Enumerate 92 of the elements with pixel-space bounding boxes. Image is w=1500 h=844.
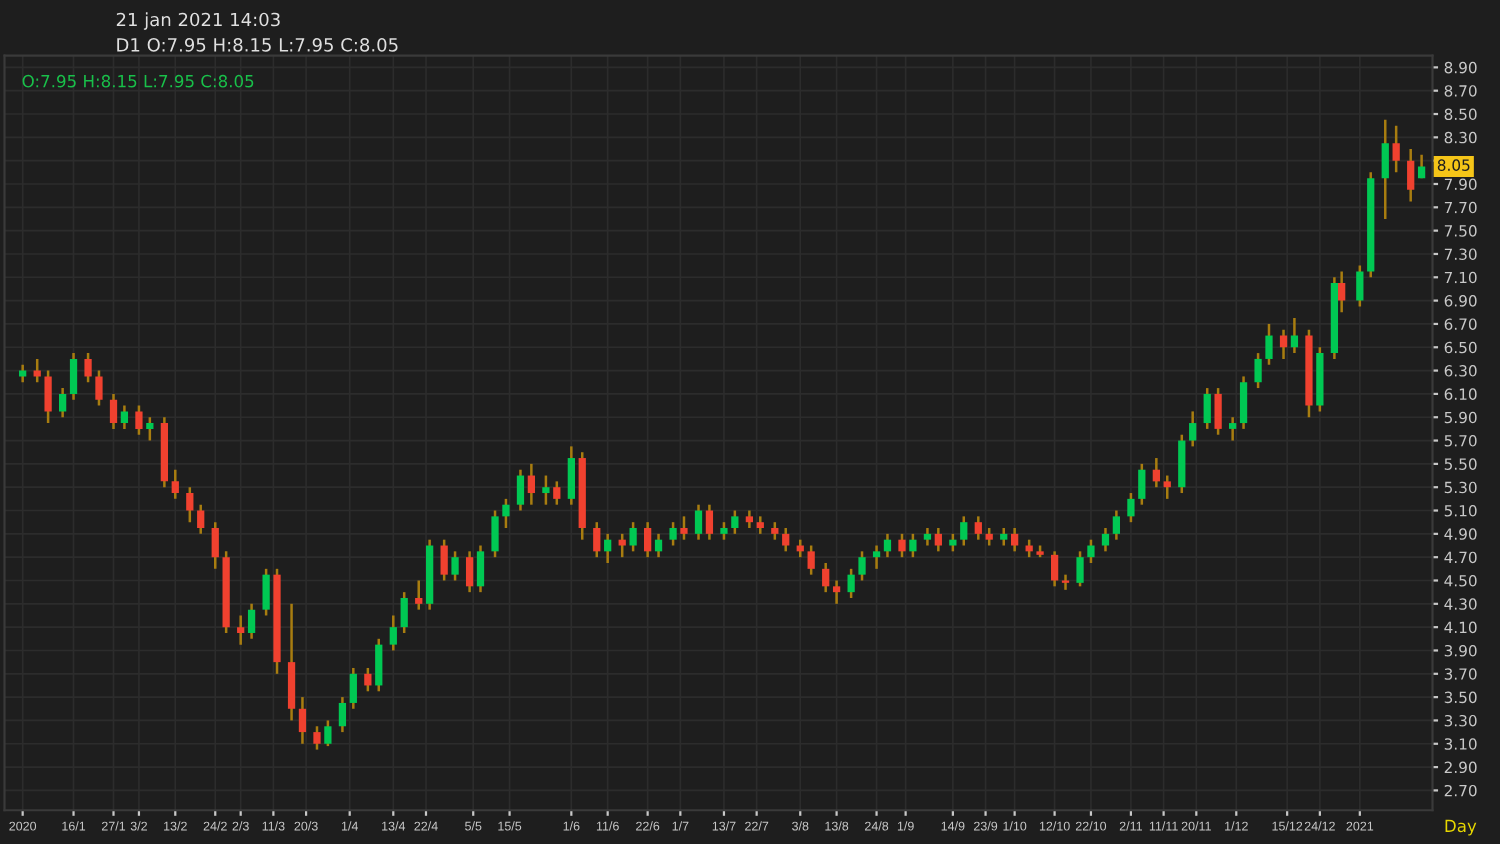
candlestick	[883, 532, 892, 559]
candlestick	[618, 532, 626, 559]
candlestick	[604, 532, 612, 565]
candlestick	[909, 532, 917, 559]
candlestick	[1061, 573, 1070, 592]
candlestick	[1011, 526, 1019, 553]
candlestick	[872, 544, 881, 571]
candlestick	[527, 462, 535, 506]
candlestick	[669, 520, 677, 547]
candlestick	[109, 392, 118, 431]
candlestick	[1203, 386, 1211, 431]
candlestick	[934, 526, 942, 553]
candlestick	[59, 386, 67, 419]
candlestick	[567, 445, 575, 506]
candlestick	[1356, 264, 1364, 308]
candlestick	[1407, 147, 1415, 203]
candlestick	[1338, 270, 1346, 314]
candlestick	[171, 468, 179, 501]
candlestick	[247, 602, 256, 641]
candlestick	[1254, 351, 1262, 390]
candlestick	[822, 561, 830, 594]
candlestick	[1279, 328, 1288, 361]
candlestick	[705, 503, 714, 541]
candlestick	[197, 503, 205, 536]
candlestick	[95, 369, 103, 407]
candlestick	[644, 520, 652, 559]
candlestick	[1381, 118, 1389, 221]
candlestick	[782, 526, 790, 553]
candlestick	[832, 579, 841, 606]
candlestick	[694, 503, 703, 541]
candlestick	[120, 404, 129, 431]
candlestick	[298, 695, 307, 746]
candlestick	[1214, 386, 1222, 436]
candlestick	[807, 544, 815, 576]
candlestick	[731, 509, 739, 536]
candlestick	[338, 695, 347, 734]
candlestick	[629, 520, 637, 553]
candlestick	[1112, 509, 1121, 541]
chart-subtitle: D1 O:7.95 H:8.15 L:7.95 C:8.05	[117, 38, 398, 52]
candlestick	[237, 614, 245, 646]
candlestick	[440, 538, 448, 582]
candlestick	[465, 550, 474, 594]
candlestick	[375, 637, 383, 693]
candlestick	[389, 614, 397, 652]
chart-title: 21 jan 2021 14:03	[116, 12, 280, 30]
candlestick	[654, 532, 663, 559]
candlestick	[1229, 415, 1237, 442]
candlestick	[898, 532, 906, 559]
candlestick	[516, 468, 525, 512]
candlestick	[502, 497, 510, 530]
candlestick	[1178, 433, 1186, 495]
candlestick	[1127, 491, 1135, 524]
candlestick	[364, 666, 372, 693]
candlestick	[974, 515, 982, 541]
candlestick	[1392, 124, 1400, 174]
candlestick	[491, 509, 499, 559]
candlestick	[542, 474, 550, 506]
candlestick	[553, 480, 561, 506]
candlestick	[1265, 322, 1273, 366]
candlestick	[400, 590, 408, 635]
candlestick	[324, 719, 332, 748]
candlestick	[593, 520, 601, 559]
candlestick	[146, 415, 154, 442]
candlestick	[313, 725, 321, 751]
candlestick	[858, 550, 866, 582]
candlestick	[476, 544, 485, 594]
candlestick	[186, 485, 194, 524]
candlestick	[1163, 474, 1171, 501]
candlestick	[1290, 316, 1299, 355]
candlestick	[1087, 538, 1095, 565]
candlestick	[415, 579, 423, 611]
candlestick	[451, 550, 459, 582]
x-axis-title: Day	[1445, 819, 1477, 836]
candlestick	[847, 567, 855, 600]
candlestick	[1239, 375, 1248, 431]
candlestick	[1189, 410, 1197, 448]
candlestick	[262, 567, 270, 617]
candlestick	[1076, 550, 1084, 588]
candlestick	[84, 351, 92, 384]
candlestick	[1152, 456, 1160, 489]
candlestick	[135, 404, 143, 436]
candlestick	[680, 515, 688, 541]
candlestick	[69, 351, 78, 401]
candlestick	[1050, 550, 1059, 588]
candlestick	[287, 602, 296, 722]
annotation: O:7.95 H:8.15 L:7.95 C:8.05	[22, 74, 254, 88]
candlestick	[211, 520, 219, 571]
candlestick	[44, 369, 52, 425]
candlestick	[960, 515, 968, 547]
candlestick	[349, 666, 357, 711]
candlestick	[1101, 526, 1110, 553]
candlestick	[1138, 462, 1146, 506]
